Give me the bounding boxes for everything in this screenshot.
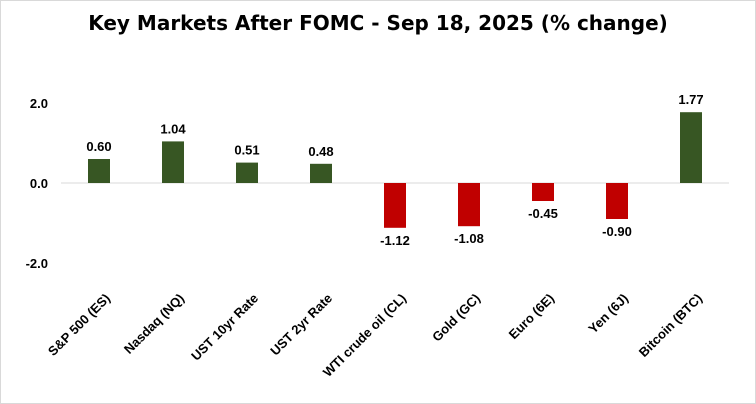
data-label: 0.48 xyxy=(308,144,333,159)
bar xyxy=(606,183,628,219)
bar xyxy=(680,112,702,183)
x-tick-label: Yen (6J) xyxy=(585,291,631,337)
bar xyxy=(384,183,406,228)
y-tick-label: -2.0 xyxy=(26,256,48,271)
data-label: -1.08 xyxy=(454,231,484,246)
x-tick-label: Euro (6E) xyxy=(506,291,557,342)
bar xyxy=(458,183,480,227)
x-tick-label: Nasdaq (NQ) xyxy=(121,291,187,357)
y-tick-label: 2.0 xyxy=(30,96,48,111)
data-label: -0.90 xyxy=(602,224,632,239)
data-label: 1.04 xyxy=(160,121,186,136)
x-tick-label: S&P 500 (ES) xyxy=(45,291,113,359)
data-label: 1.77 xyxy=(678,92,703,107)
x-tick-label: Gold (GC) xyxy=(429,291,483,345)
data-label: -1.12 xyxy=(380,233,410,248)
x-tick-label: UST 2yr Rate xyxy=(267,291,335,359)
data-label: 0.60 xyxy=(86,139,111,154)
y-tick-label: 0.0 xyxy=(30,176,48,191)
x-tick-label: UST 10yr Rate xyxy=(188,291,261,364)
data-label: 0.51 xyxy=(234,143,259,158)
bar xyxy=(310,163,332,183)
x-tick-label: WTI crude oil (CL) xyxy=(320,291,409,380)
bar xyxy=(532,183,554,201)
x-tick-label: Bitcoin (BTC) xyxy=(636,291,705,360)
bar xyxy=(162,141,184,183)
chart-title: Key Markets After FOMC - Sep 18, 2025 (%… xyxy=(88,11,668,35)
bar xyxy=(88,159,110,183)
data-label: -0.45 xyxy=(528,206,558,221)
bar xyxy=(236,162,258,183)
